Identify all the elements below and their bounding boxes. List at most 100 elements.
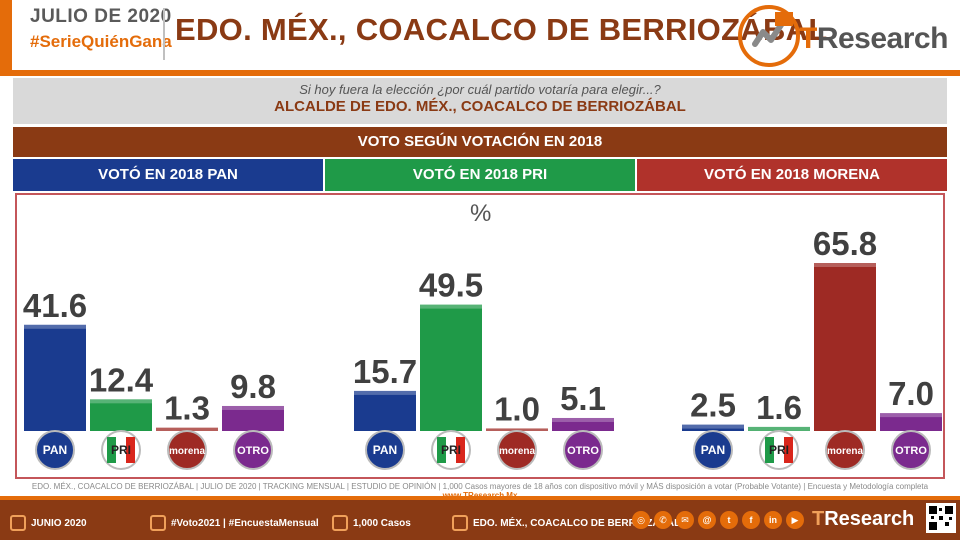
bar-2-pri [420,304,482,431]
logo-label-pri: PRI [769,443,789,457]
hashtag-icon [150,515,166,531]
logo-label-morena: morena [169,446,206,457]
email-icon[interactable]: @ [698,511,716,529]
bar-highlight [222,405,284,410]
otro-logo-icon [563,430,603,470]
data-label: 1.0 [494,390,540,427]
question-text: Si hoy fuera la elección ¿por cuál parti… [299,82,661,97]
logo-label-morena: morena [827,446,864,457]
location-icon [452,515,468,531]
website-link[interactable]: www.TResearch.Mx [443,491,518,500]
bar-1-pan [24,324,86,431]
footer-cases: 1,000 Casos [332,515,411,531]
data-label: 5.1 [560,380,606,417]
logo-label-pri: PRI [111,443,131,457]
bar-highlight [156,427,218,431]
footer-place: EDO. MÉX., COACALCO DE BERRIOZÁBAL [452,515,680,531]
bar-2-pan [354,390,416,431]
footer-date: JUNIO 2020 [10,515,87,531]
unit-label: % [470,200,492,227]
bar-1-morena [156,427,218,431]
brand-logo: TResearch [735,0,960,70]
bar-1-otro [222,405,284,431]
pri-red-stripe [784,437,793,463]
bar-highlight [682,424,744,429]
bar-highlight [814,263,876,267]
bar-highlight [354,390,416,395]
header-hashtag: #SerieQuiénGana [30,32,172,51]
data-label: 49.5 [419,267,483,304]
web-icon[interactable]: ◎ [632,511,650,529]
bar-highlight [880,413,942,418]
logo-label-pan: PAN [373,443,397,457]
logo-label-morena: morena [499,446,536,457]
linkedin-icon[interactable]: in [764,511,782,529]
pri-green-stripe [765,437,774,463]
data-label: 7.0 [888,375,934,412]
morena-logo-icon [167,430,207,470]
data-label: 65.8 [813,225,877,262]
bar-highlight [486,428,548,431]
pan-logo-icon [693,430,733,470]
bar-highlight [90,399,152,404]
header-underline [0,70,960,76]
header-accent [0,0,12,70]
logo-label-otro: OTRO [567,445,599,457]
logo-label-otro: OTRO [895,445,927,457]
data-label: 12.4 [89,361,154,398]
bar-highlight [552,417,614,422]
question-office: ALCALDE DE EDO. MÉX., COACALCO DE BERRIO… [274,98,686,115]
pan-logo-icon [365,430,405,470]
bar-3-pan [682,424,744,431]
morena-logo-icon [497,430,537,470]
logo-label-pan: PAN [701,443,725,457]
group-header-pri: VOTÓ EN 2018 PRI [325,159,635,191]
logo-label-pri: PRI [441,443,461,457]
group-header-pan: VOTÓ EN 2018 PAN [13,159,323,191]
header-date: JULIO DE 2020 [30,6,172,27]
data-label: 1.6 [756,389,802,426]
bar-2-otro [552,417,614,431]
data-label: 2.5 [690,387,736,424]
bar-1-pri [90,399,152,431]
otro-logo-icon [891,430,931,470]
footer-brand: TResearch [812,508,915,530]
whatsapp-icon[interactable]: ✆ [654,511,672,529]
bar-highlight [420,304,482,309]
qr-code-icon[interactable] [926,503,956,533]
pri-red-stripe [456,437,465,463]
section-title: VOTO SEGÚN VOTACIÓN EN 2018 [13,127,947,157]
logo-label-pan: PAN [43,443,67,457]
footer-hashtags: #Voto2021 | #EncuestaMensual [150,515,319,531]
pri-green-stripe [437,437,446,463]
data-label: 15.7 [353,353,417,390]
question-band: Si hoy fuera la elección ¿por cuál parti… [13,78,947,124]
messenger-icon[interactable]: ✉ [676,511,694,529]
pri-green-stripe [107,437,116,463]
youtube-icon[interactable]: ▶ [786,511,804,529]
header-separator [163,8,165,60]
bar-highlight [24,324,86,329]
people-icon [332,515,348,531]
methodology-note: EDO. MÉX., COACALCO DE BERRIOZÁBAL | JUL… [0,482,960,500]
pri-red-stripe [126,437,135,463]
header: JULIO DE 2020 #SerieQuiénGana EDO. MÉX.,… [0,0,960,70]
bar-2-morena [486,428,548,431]
bar-3-otro [880,413,942,431]
brand-name: TResearch [799,22,948,55]
morena-logo-icon [825,430,865,470]
footer-accent [0,496,960,500]
otro-logo-icon [233,430,273,470]
bar-3-pri [748,426,810,431]
page-title: EDO. MÉX., COACALCO DE BERRIOZÁBAL [175,12,828,47]
twitter-icon[interactable]: t [720,511,738,529]
data-label: 1.3 [164,390,210,427]
bar-3-morena [814,263,876,431]
tresearch-logo-icon [738,5,800,67]
pan-logo-icon [35,430,75,470]
bar-highlight [748,426,810,431]
facebook-icon[interactable]: f [742,511,760,529]
data-label: 41.6 [23,287,87,324]
data-label: 9.8 [230,368,276,405]
